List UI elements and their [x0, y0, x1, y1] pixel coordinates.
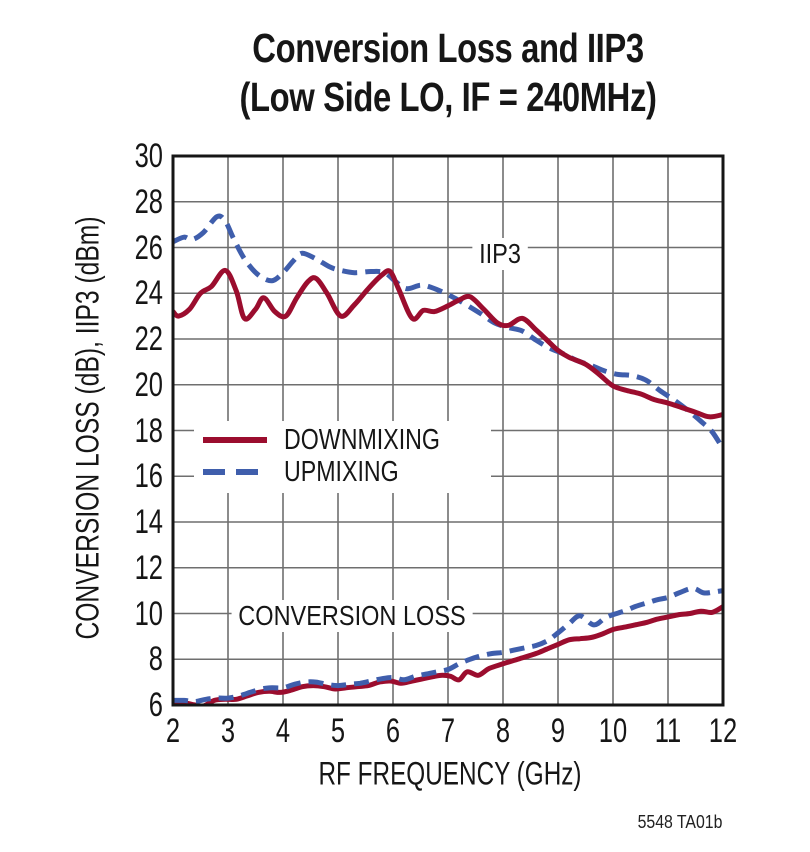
x-tick-label: 9 — [550, 712, 566, 750]
y-tick-label: 26 — [134, 228, 163, 267]
downmixing-line-swatch-icon — [203, 437, 267, 443]
y-tick-label: 22 — [134, 320, 163, 358]
y-axis-title: CONVERSION LOSS (dB), IIP3 (dBm) — [69, 216, 106, 640]
chart-title-line2: (Low Side LO, IF = 240MHz) — [239, 74, 657, 120]
x-tick-label: 8 — [495, 712, 511, 750]
y-tick-label: 8 — [148, 640, 163, 679]
series-conversion-loss-downmixing — [172, 604, 724, 706]
x-tick-label: 5 — [330, 712, 346, 750]
x-axis-title: RF FREQUENCY (GHz) — [318, 755, 582, 792]
legend-label-downmixing: DOWNMIXING — [284, 423, 440, 456]
y-tick-label: 12 — [134, 548, 163, 587]
y-tick-label: 28 — [134, 182, 163, 221]
legend-item-downmixing: DOWNMIXING — [202, 424, 479, 456]
y-tick-label: 10 — [134, 594, 163, 633]
y-tick-label: 20 — [134, 365, 163, 404]
x-tick-label: 11 — [654, 712, 682, 750]
annotation-conversion-loss: CONVERSION LOSS — [231, 599, 473, 632]
x-tick-label: 10 — [598, 712, 628, 750]
chart-title-line1: Conversion Loss and IIP3 — [252, 25, 644, 71]
annotation-iip3: IIP3 — [472, 238, 528, 271]
series-conversion-loss-upmixing — [172, 585, 724, 705]
series-iip3-upmixing — [172, 213, 724, 451]
x-tick-label: 2 — [165, 712, 181, 750]
x-tick-label: 12 — [708, 712, 738, 750]
y-tick-label: 14 — [134, 503, 163, 541]
upmixing-line-swatch-icon — [203, 469, 267, 475]
plot-border — [171, 154, 725, 707]
y-tick-label: 24 — [134, 274, 163, 313]
chart-title: Conversion Loss and IIP3 (Low Side LO, I… — [188, 24, 708, 122]
series-iip3-downmixing — [172, 267, 724, 420]
legend: DOWNMIXING UPMIXING — [194, 421, 491, 493]
legend-label-upmixing: UPMIXING — [284, 455, 399, 488]
y-tick-label: 6 — [148, 686, 163, 724]
x-tick-label: 6 — [385, 712, 401, 750]
y-tick-label: 16 — [134, 457, 163, 496]
y-tick-label: 30 — [134, 137, 163, 175]
x-tick-label: 3 — [220, 712, 236, 750]
legend-item-upmixing: UPMIXING — [202, 456, 479, 488]
x-tick-label: 7 — [440, 712, 456, 750]
x-tick-label: 4 — [275, 712, 291, 750]
figure-reference-code: 5548 TA01b — [637, 812, 722, 832]
y-tick-label: 18 — [134, 411, 163, 450]
